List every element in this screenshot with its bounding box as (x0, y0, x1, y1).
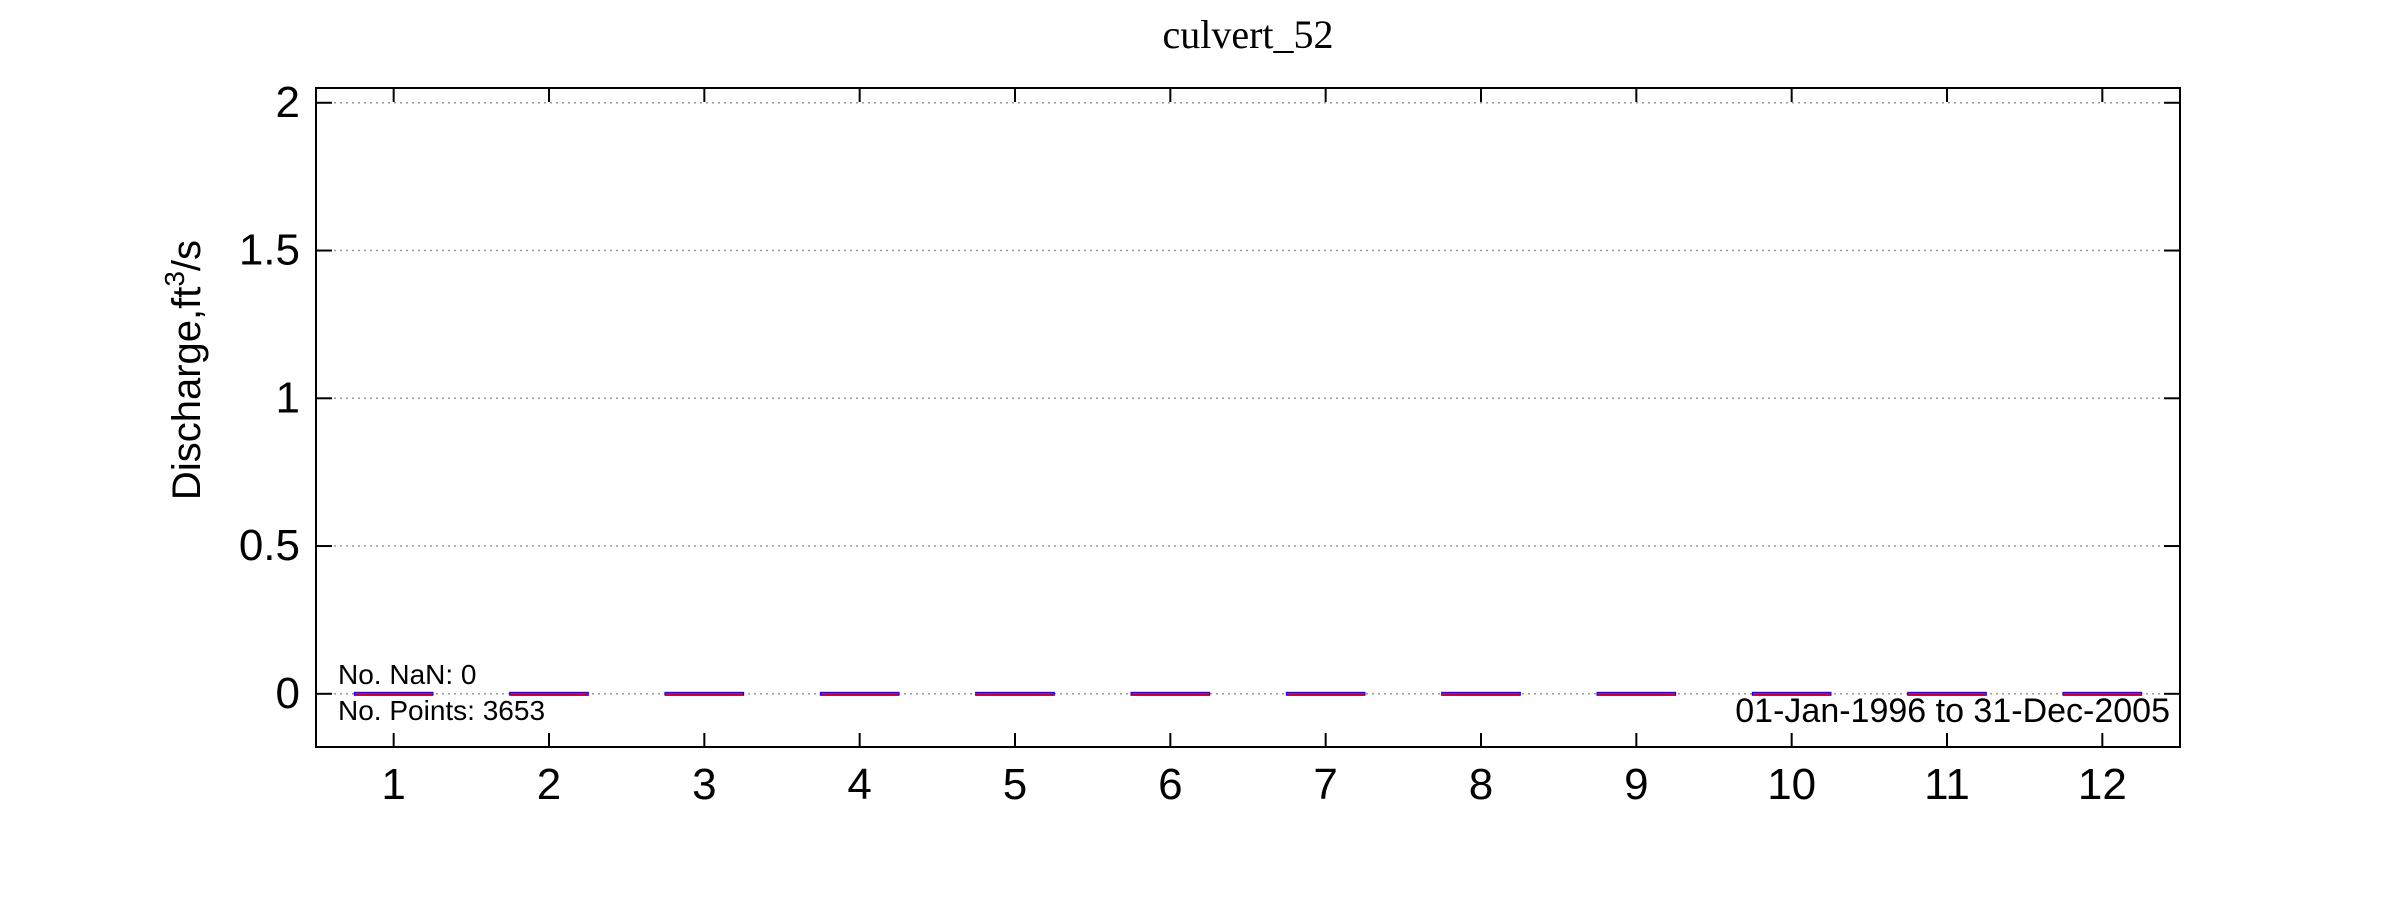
plot-frame (315, 87, 2181, 748)
y-tick-label-0: 0 (276, 669, 300, 718)
y-axis-label-suffix: /s (165, 240, 209, 271)
x-tick-label-8: 8 (1469, 760, 1493, 809)
box-month-3 (664, 691, 745, 696)
x-tick-label-10: 10 (1767, 760, 1816, 809)
box-month-5 (975, 691, 1055, 696)
point-count-annotation: No. Points: 3653 (338, 695, 545, 726)
y-tick-label-2: 2 (276, 78, 300, 127)
x-tick-label-4: 4 (847, 760, 871, 809)
x-tick-label-11: 11 (1924, 760, 1970, 809)
y-tick-label-1.5: 1.5 (239, 226, 300, 275)
y-axis-label: Discharge,ft3/s (159, 240, 209, 500)
x-tick-label-6: 6 (1158, 760, 1182, 809)
box-month-7 (1285, 691, 1366, 696)
x-tick-label-12: 12 (2078, 760, 2127, 809)
y-tick-label-1: 1 (276, 373, 300, 422)
x-tick-label-3: 3 (692, 760, 716, 809)
box-month-9 (1596, 691, 1677, 696)
box-month-6 (1130, 691, 1211, 696)
y-axis-label-base: Discharge,ft (165, 287, 209, 500)
x-tick-label-5: 5 (1003, 760, 1027, 809)
box-month-11 (1907, 691, 1987, 696)
box-month-4 (819, 691, 900, 696)
box-month-10 (1751, 691, 1832, 696)
box-month-8 (1441, 691, 1521, 696)
plot-border (315, 87, 2181, 748)
box-month-2 (509, 691, 589, 696)
grid-lines (316, 102, 2180, 695)
box-month-12 (2062, 691, 2143, 696)
nan-count-annotation: No. NaN: 0 (338, 659, 477, 690)
y-tick-label-0.5: 0.5 (239, 521, 300, 570)
box-plots (353, 691, 2143, 696)
x-tick-labels: 1 2 3 4 5 6 7 8 9 10 11 12 (381, 760, 2126, 809)
chart-title: culvert_52 (1162, 12, 1333, 57)
box-month-1 (353, 691, 434, 696)
x-tick-label-1: 1 (381, 760, 405, 809)
y-tick-labels: 0 0.5 1 1.5 2 (239, 78, 300, 718)
x-tick-label-9: 9 (1624, 760, 1648, 809)
x-tick-label-7: 7 (1313, 760, 1337, 809)
y-axis-label-superscript: 3 (159, 271, 190, 287)
x-tick-label-2: 2 (537, 760, 561, 809)
date-range-annotation: 01-Jan-1996 to 31-Dec-2005 (1735, 692, 2170, 730)
